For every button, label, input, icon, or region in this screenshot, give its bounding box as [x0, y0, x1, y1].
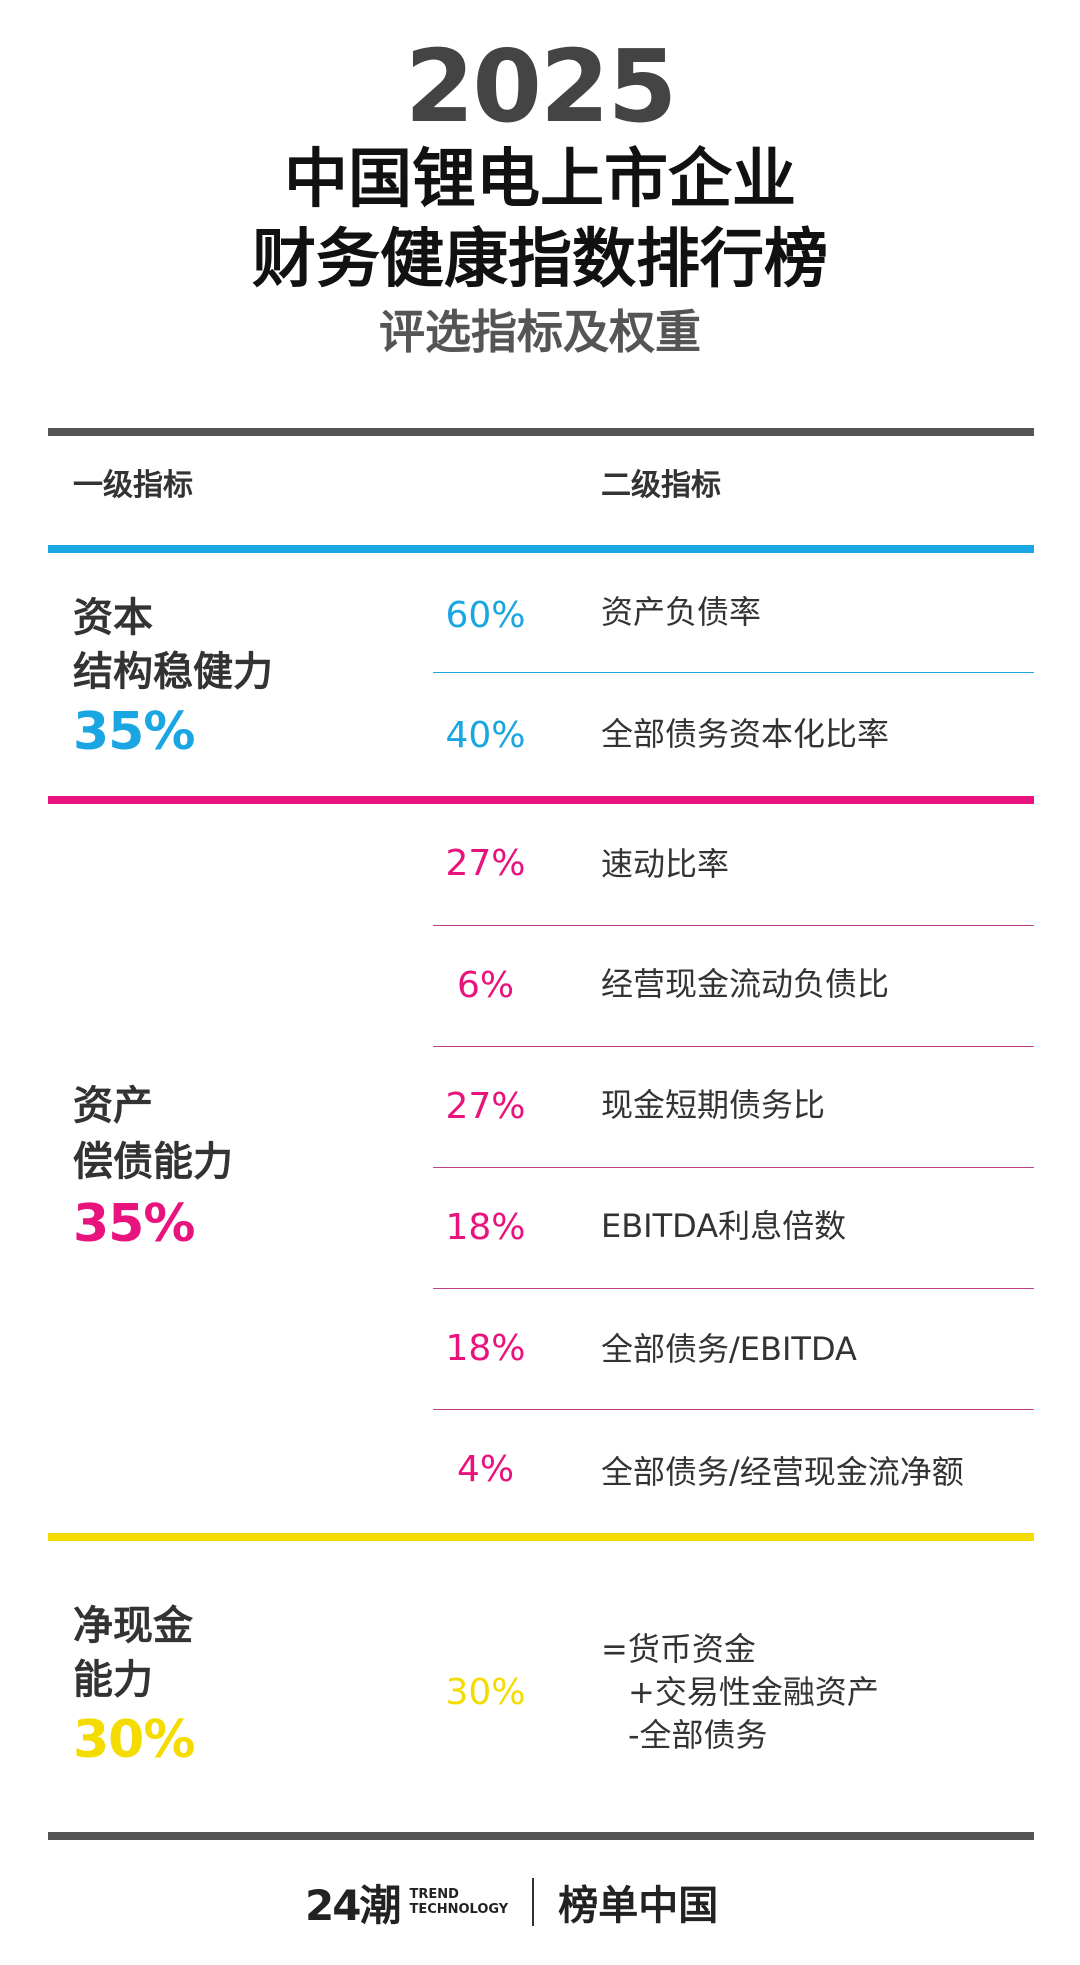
- brand-logo-english: TREND TECHNOLOGY: [409, 1887, 508, 1917]
- brand-en-line1: TREND: [409, 1887, 459, 1902]
- section-1-divider: [48, 545, 1034, 553]
- logo-divider: [532, 1878, 535, 1926]
- brand-logo-chinese: 榜单中国: [558, 1883, 719, 1929]
- category-1-weight: 35%: [73, 702, 195, 762]
- item-name: 全部债务/经营现金流净额: [601, 1453, 964, 1491]
- category-3-weight: 30%: [73, 1710, 195, 1770]
- title-line-1: 中国锂电上市企业: [284, 143, 796, 217]
- formula-line-1: =货币资金: [601, 1630, 756, 1668]
- row-divider: [433, 1167, 1034, 1168]
- item-name: 经营现金流动负债比: [601, 965, 890, 1003]
- item-weight: 6%: [456, 965, 515, 1006]
- item-name: EBITDA利息倍数: [601, 1207, 847, 1245]
- item-weight: 18%: [445, 1328, 526, 1369]
- bottom-divider: [48, 1832, 1034, 1840]
- item-weight: 30%: [445, 1672, 526, 1713]
- category-1-name-line2: 结构稳健力: [73, 649, 273, 695]
- item-name: 速动比率: [601, 845, 730, 883]
- item-weight: 18%: [445, 1207, 526, 1248]
- footer-logo: 24潮 TREND TECHNOLOGY 榜单中国: [305, 1872, 718, 1932]
- item-weight: 60%: [445, 595, 526, 636]
- brand-en-line2: TECHNOLOGY: [409, 1902, 509, 1917]
- item-weight: 27%: [445, 843, 526, 884]
- category-2-name-line2: 偿债能力: [73, 1139, 233, 1185]
- top-divider: [48, 428, 1034, 436]
- item-weight: 40%: [445, 715, 526, 756]
- row-divider: [433, 1288, 1034, 1289]
- subtitle: 评选指标及权重: [379, 305, 701, 359]
- item-name: 现金短期债务比: [601, 1086, 826, 1124]
- section-3-divider: [48, 1533, 1034, 1541]
- formula-line-2: +交易性金融资产: [628, 1673, 879, 1711]
- row-divider: [433, 1409, 1034, 1410]
- category-2-weight: 35%: [73, 1194, 195, 1254]
- row-divider: [433, 672, 1034, 673]
- item-name: 全部债务资本化比率: [601, 715, 890, 753]
- title-line-2: 财务健康指数排行榜: [252, 223, 828, 297]
- category-3-name-line1: 净现金: [73, 1603, 193, 1649]
- category-3-name-line2: 能力: [73, 1657, 153, 1703]
- formula-line-3: -全部债务: [628, 1716, 768, 1754]
- year-heading: 2025: [404, 28, 677, 145]
- item-name: 全部债务/EBITDA: [601, 1330, 857, 1368]
- item-name: 资产负债率: [601, 593, 762, 631]
- row-divider: [433, 925, 1034, 926]
- section-2-divider: [48, 796, 1034, 804]
- category-2-name-line1: 资产: [73, 1083, 153, 1129]
- row-divider: [433, 1046, 1034, 1047]
- col-header-secondary: 二级指标: [601, 468, 721, 503]
- col-header-primary: 一级指标: [73, 468, 193, 503]
- item-weight: 4%: [456, 1449, 515, 1490]
- category-1-name-line1: 资本: [73, 595, 153, 641]
- item-weight: 27%: [445, 1086, 526, 1127]
- brand-logo-number: 24潮: [305, 1880, 401, 1930]
